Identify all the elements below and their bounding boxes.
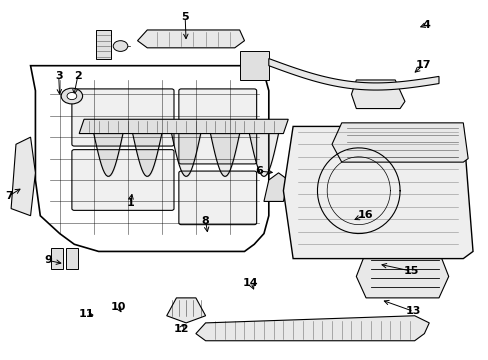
Text: 10: 10 [110, 302, 125, 312]
Polygon shape [283, 126, 472, 258]
Text: 17: 17 [415, 60, 430, 70]
FancyBboxPatch shape [179, 89, 256, 164]
Polygon shape [96, 30, 111, 59]
FancyBboxPatch shape [72, 150, 174, 210]
Polygon shape [264, 173, 287, 202]
Text: 13: 13 [405, 306, 421, 316]
Polygon shape [351, 80, 404, 109]
Polygon shape [239, 51, 268, 80]
Polygon shape [137, 30, 244, 48]
Text: 5: 5 [181, 13, 188, 22]
Polygon shape [66, 248, 78, 269]
Circle shape [113, 41, 127, 51]
Circle shape [67, 93, 77, 100]
Circle shape [61, 88, 82, 104]
Polygon shape [196, 316, 428, 341]
Text: 1: 1 [126, 198, 134, 208]
Text: 8: 8 [202, 216, 209, 226]
Text: 9: 9 [44, 255, 52, 265]
Text: 3: 3 [55, 71, 62, 81]
Text: 6: 6 [255, 166, 263, 176]
FancyBboxPatch shape [179, 171, 256, 225]
Text: 11: 11 [79, 309, 94, 319]
Polygon shape [356, 251, 448, 298]
Text: 2: 2 [74, 71, 81, 81]
Polygon shape [268, 59, 438, 90]
Polygon shape [166, 298, 205, 323]
Text: 15: 15 [403, 266, 418, 276]
Text: 12: 12 [173, 324, 189, 334]
Polygon shape [51, 248, 63, 269]
Text: 14: 14 [243, 278, 258, 288]
Text: 7: 7 [5, 191, 13, 201]
Polygon shape [331, 123, 467, 162]
Polygon shape [79, 119, 287, 134]
Text: 16: 16 [357, 210, 372, 220]
FancyBboxPatch shape [72, 89, 174, 146]
Polygon shape [11, 137, 35, 216]
Text: 4: 4 [422, 19, 430, 30]
